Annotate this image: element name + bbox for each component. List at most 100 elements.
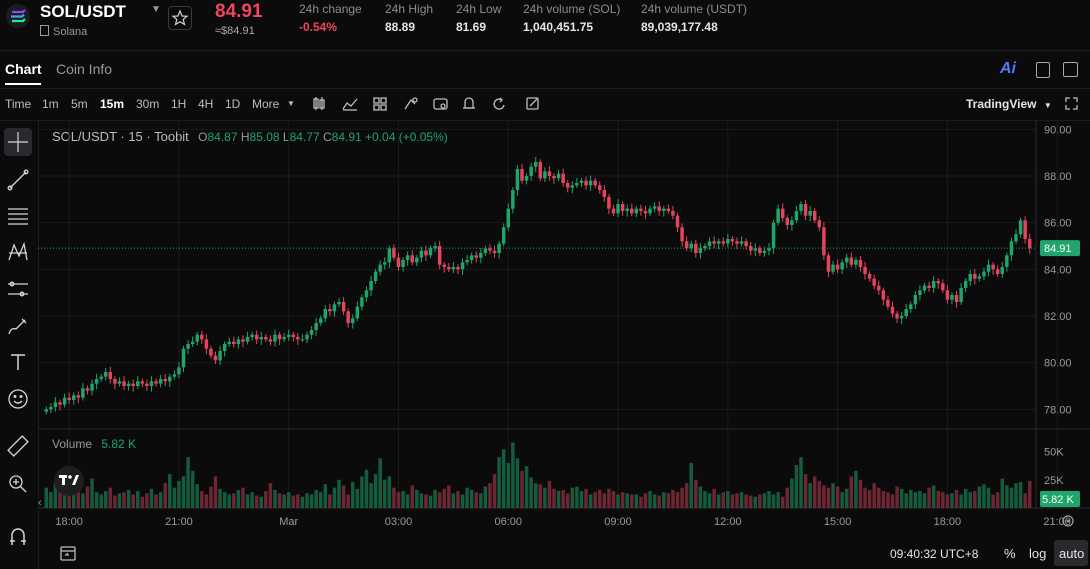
prediction-tool[interactable] [4, 275, 32, 303]
volume-bar [712, 488, 716, 508]
volume-bar [648, 491, 652, 508]
candle-body [675, 215, 680, 228]
toolbar-icons [313, 97, 539, 111]
tab-coin-info[interactable]: Coin Info [56, 61, 113, 77]
volume-bar [616, 494, 620, 508]
text-tool[interactable] [4, 348, 32, 376]
candle-body [872, 278, 876, 286]
percent-toggle[interactable]: % [1004, 546, 1016, 561]
clock-time[interactable]: 09:40:32 UTC+8 [890, 547, 979, 561]
log-toggle[interactable]: log [1029, 546, 1047, 561]
symbol-label[interactable]: SOL/USDT · 15 · Toobit [52, 129, 189, 144]
candle-body [639, 208, 643, 211]
candle-body [117, 381, 122, 384]
candle-body [254, 334, 259, 340]
candle-body [579, 180, 584, 183]
candle-body [835, 264, 840, 270]
fullscreen-icon[interactable] [1065, 97, 1078, 110]
candle-body [854, 260, 858, 265]
volume-bar [982, 484, 986, 508]
trend-line-tool[interactable] [4, 166, 32, 194]
candle-body [483, 248, 488, 253]
stat-value: 89,039,177.48 [641, 20, 718, 34]
timeframe-1d[interactable]: 1D [225, 97, 241, 111]
volume-bar [145, 493, 149, 508]
ai-button[interactable]: Ai [1000, 60, 1016, 77]
volume-bar [890, 494, 895, 508]
pattern-icon [8, 241, 28, 261]
timeframe-4h[interactable]: 4H [198, 97, 214, 111]
candle-body [511, 190, 515, 209]
crosshair-tool[interactable] [4, 128, 32, 156]
volume-bar [433, 489, 437, 508]
brush-tool[interactable] [4, 312, 32, 340]
volume-bar [1027, 480, 1032, 508]
volume-bar [296, 494, 300, 508]
volume-bar [662, 492, 666, 508]
timeframe-5m[interactable]: 5m [71, 97, 88, 111]
timeframe-time[interactable]: Time [5, 97, 32, 111]
goto-date-icon[interactable] [59, 544, 77, 562]
timeframe-more[interactable]: More [252, 97, 280, 111]
volume-bar [973, 491, 977, 508]
pair-name[interactable]: SOL/USDT [40, 2, 126, 21]
auto-toggle[interactable]: auto [1054, 540, 1088, 566]
ruler-tool[interactable] [4, 432, 32, 460]
candle-body [222, 344, 227, 351]
volume-bar [49, 492, 53, 508]
tradingview-dropdown[interactable]: TradingView ▼ [966, 97, 1052, 111]
volume-bar [730, 494, 735, 508]
volume-bar [300, 496, 305, 508]
favorite-star-button[interactable] [168, 6, 192, 30]
volume-bar [90, 478, 94, 508]
solana-logo-icon [6, 4, 30, 28]
order-book-icon[interactable] [1036, 62, 1050, 78]
candle-body [433, 246, 437, 249]
volume-bar [598, 489, 602, 508]
layout-icon[interactable] [1063, 62, 1078, 77]
pair-dropdown-icon[interactable]: ▼ [151, 4, 161, 15]
fib-tool[interactable] [4, 202, 32, 230]
emoji-tool[interactable] [4, 385, 32, 413]
volume-bar [858, 479, 863, 508]
candle-body [671, 211, 675, 216]
volume-bar [634, 494, 639, 508]
volume-bar [607, 488, 611, 508]
candle-body [963, 281, 968, 288]
volume-bar [364, 469, 369, 508]
magnet-tool[interactable] [4, 522, 32, 550]
stat-value: 81.69 [456, 20, 487, 34]
volume-bar [643, 493, 648, 508]
timeframe-15m[interactable]: 15m [100, 97, 125, 111]
volume-bar [291, 495, 296, 508]
candle-body [177, 367, 181, 375]
candle-body [913, 295, 918, 305]
candle-body [346, 311, 350, 323]
candle-body [332, 304, 337, 312]
timeframe-1m[interactable]: 1m [42, 97, 59, 111]
candle-body [401, 260, 405, 267]
timeframe-30m[interactable]: 30m [136, 97, 160, 111]
tradingview-chevron-icon: ▼ [1043, 101, 1052, 110]
volume-bar [268, 483, 273, 508]
candle-body [136, 381, 140, 386]
candle-body [895, 313, 899, 319]
tab-chart[interactable]: Chart [5, 61, 42, 77]
volume-tick-label: 25K [1044, 475, 1064, 487]
volume-bar [351, 482, 355, 508]
volume-bar [995, 492, 1000, 508]
volume-bar [181, 476, 186, 508]
timeframe-1h[interactable]: 1H [171, 97, 187, 111]
price-chart[interactable]: 90.00 88.00 86.00 84.00 82.00 80.00 78.00 18:00… [38, 120, 1090, 538]
volume-bar [922, 493, 927, 508]
pattern-tool[interactable] [4, 238, 32, 266]
candle-body [552, 176, 556, 179]
close-value: 84.91 [331, 130, 362, 144]
candle-body [977, 276, 982, 279]
tab-chart-underline [5, 83, 41, 85]
zoom-tool[interactable] [4, 470, 32, 498]
more-dropdown-icon[interactable]: ▼ [287, 99, 295, 108]
candle-body [168, 376, 172, 382]
candle-body [991, 264, 995, 270]
volume-bar [776, 492, 780, 508]
